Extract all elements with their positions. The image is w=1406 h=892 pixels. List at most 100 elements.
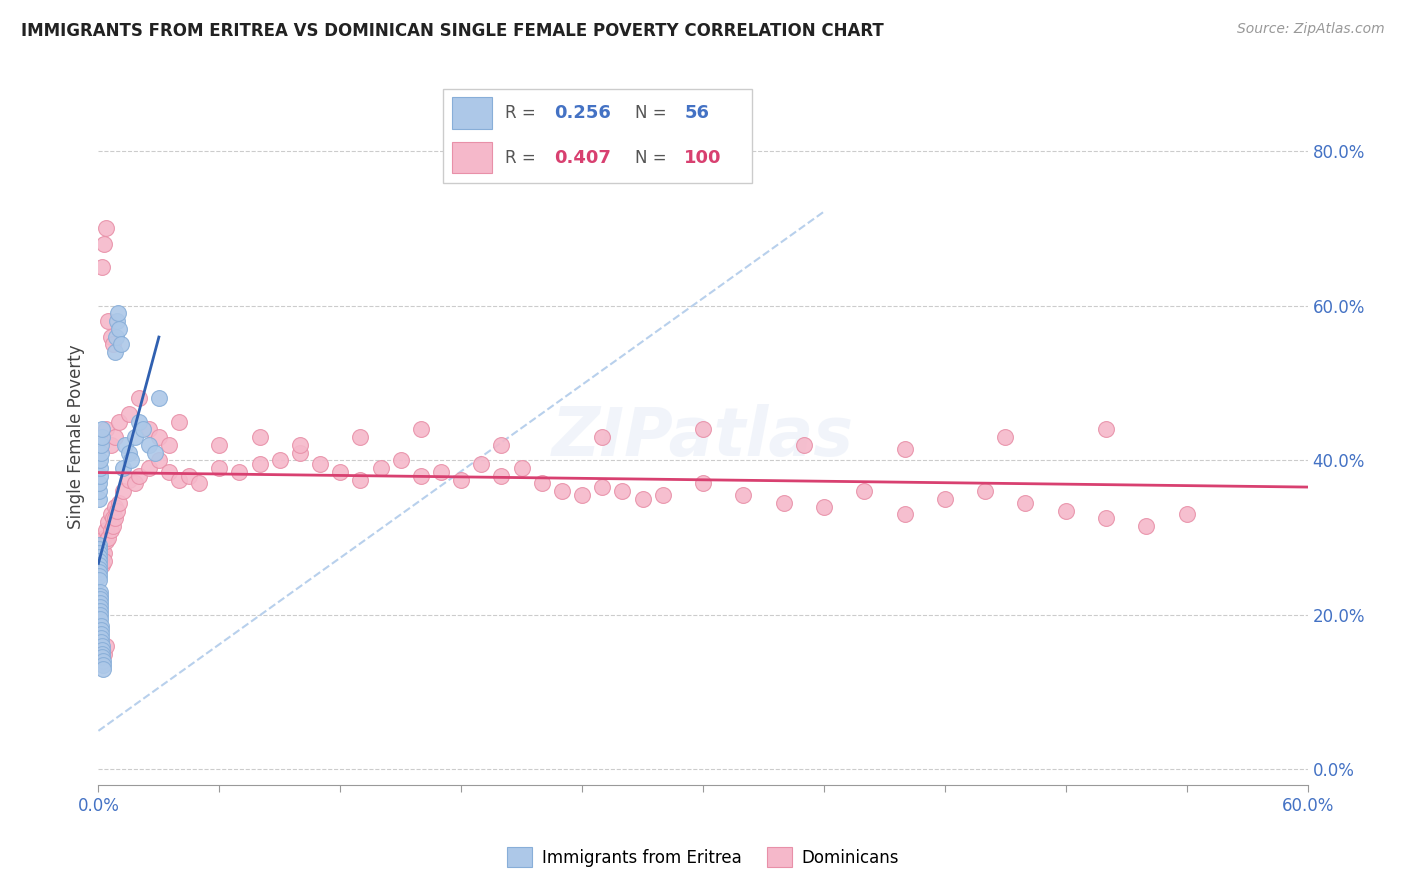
Y-axis label: Single Female Poverty: Single Female Poverty (66, 345, 84, 529)
Point (89, 546, 111, 560)
Point (110, 337, 132, 351)
Point (128, 468, 150, 483)
Point (103, 500, 125, 514)
FancyBboxPatch shape (443, 89, 752, 183)
Point (491, 468, 513, 483)
Point (249, 430, 271, 444)
Point (571, 488, 593, 502)
Point (90, 627, 112, 641)
Point (138, 438, 160, 452)
Point (100, 438, 122, 452)
Point (91, 642, 114, 657)
Text: ZIPatlas: ZIPatlas (553, 404, 853, 470)
Point (97, 515, 120, 529)
Point (118, 407, 141, 421)
Bar (453, 142, 492, 173)
Point (105, 503, 128, 517)
Point (93, 662, 115, 676)
Point (631, 491, 654, 506)
Point (114, 438, 136, 452)
Text: Source: ZipAtlas.com: Source: ZipAtlas.com (1237, 22, 1385, 37)
Point (100, 329, 122, 343)
Point (97, 531, 120, 545)
Point (143, 445, 166, 459)
Point (103, 345, 125, 359)
Point (103, 511, 125, 525)
Point (530, 476, 553, 491)
Point (853, 484, 876, 499)
Point (93, 554, 115, 568)
Point (934, 491, 956, 506)
Point (1135, 519, 1157, 533)
Point (1095, 511, 1118, 525)
Point (309, 457, 332, 471)
Point (107, 322, 129, 336)
Point (994, 430, 1017, 444)
Point (89, 566, 111, 580)
Point (91, 260, 114, 274)
Point (389, 453, 412, 467)
Point (89, 554, 111, 568)
Point (148, 453, 170, 467)
Text: R =: R = (505, 103, 541, 121)
Bar (453, 96, 492, 128)
Point (93, 236, 115, 251)
Point (470, 457, 492, 471)
Point (651, 488, 673, 502)
Point (107, 306, 129, 320)
Point (893, 442, 915, 456)
Point (974, 484, 997, 499)
Point (228, 465, 250, 479)
Point (111, 484, 134, 499)
Point (91, 422, 114, 436)
Point (93, 531, 115, 545)
Point (1175, 508, 1198, 522)
Point (93, 647, 115, 661)
Point (89, 549, 111, 564)
Text: N =: N = (634, 103, 672, 121)
Point (288, 438, 311, 452)
Point (91, 639, 114, 653)
Point (89, 600, 111, 615)
Point (89, 461, 111, 475)
Point (100, 508, 122, 522)
Text: R =: R = (505, 149, 541, 167)
Point (349, 473, 371, 487)
Point (692, 422, 714, 436)
Point (91, 654, 114, 668)
Point (124, 476, 146, 491)
Point (450, 473, 472, 487)
Point (104, 329, 127, 343)
Point (89, 538, 111, 552)
Point (1095, 422, 1118, 436)
Point (90, 635, 112, 649)
Point (269, 453, 291, 467)
Point (96, 422, 118, 436)
Point (90, 445, 112, 459)
Point (91, 430, 114, 444)
Point (101, 519, 124, 533)
Point (91, 549, 114, 564)
Point (89, 569, 111, 583)
Point (91, 534, 114, 549)
Point (89, 612, 111, 626)
Point (100, 523, 122, 537)
Point (101, 337, 124, 351)
Point (148, 392, 170, 406)
Point (772, 496, 794, 510)
Point (349, 430, 371, 444)
Point (89, 573, 111, 587)
Text: IMMIGRANTS FROM ERITREA VS DOMINICAN SINGLE FEMALE POVERTY CORRELATION CHART: IMMIGRANTS FROM ERITREA VS DOMINICAN SIN… (21, 22, 884, 40)
Point (91, 647, 114, 661)
Point (96, 523, 118, 537)
Point (101, 511, 124, 525)
Point (89, 538, 111, 552)
Point (89, 589, 111, 603)
Point (612, 484, 634, 499)
Text: N =: N = (634, 149, 672, 167)
Point (329, 465, 352, 479)
Point (591, 480, 613, 494)
Point (167, 473, 190, 487)
Point (107, 415, 129, 429)
Point (96, 221, 118, 235)
